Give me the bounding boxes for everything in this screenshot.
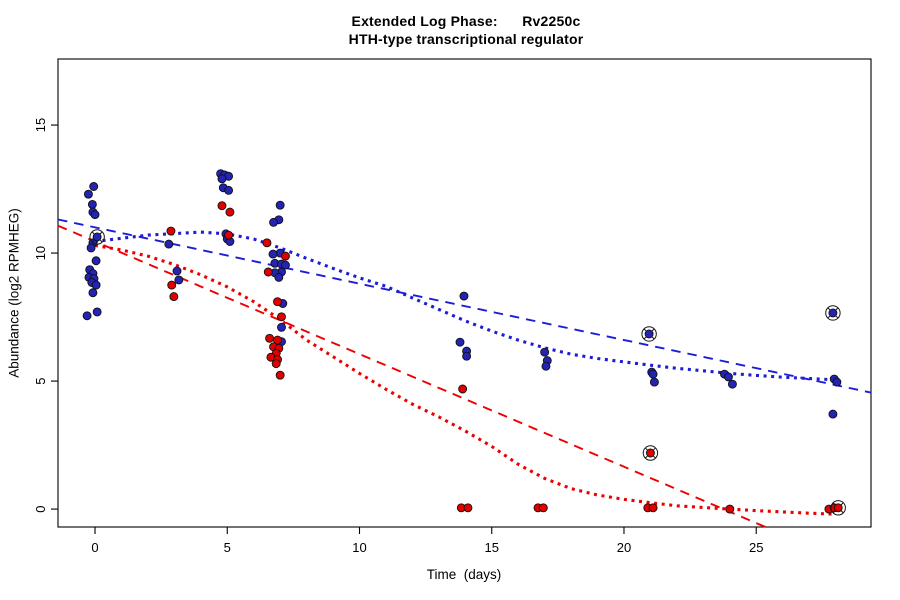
samples-blue-point <box>541 361 551 371</box>
flagged-red-marker-circle <box>642 445 659 461</box>
flagged-blue-marker-circle <box>89 229 105 245</box>
samples-blue-point <box>280 260 290 270</box>
samples-red-point <box>458 384 468 394</box>
samples-blue-point <box>90 210 100 220</box>
smooth-fit-red-line <box>94 243 836 516</box>
x-axis-tick-label: 0 <box>91 540 98 555</box>
x-axis-tick-label: 10 <box>352 540 366 555</box>
samples-blue-point <box>540 347 550 357</box>
samples-blue-point <box>277 322 286 332</box>
samples-blue-point <box>224 185 234 195</box>
x-axis-tick-label: 20 <box>617 540 631 555</box>
flagged-red-marker-circle <box>830 500 846 516</box>
x-axis-tick-label: 15 <box>485 540 499 555</box>
samples-blue-point <box>648 369 658 379</box>
samples-blue-point <box>832 377 842 387</box>
samples-red-point <box>265 333 275 343</box>
chart-title: Extended Log Phase: Rv2250c <box>351 13 581 29</box>
flagged-blue-marker-circle <box>825 305 841 321</box>
flagged-blue-point <box>92 232 102 242</box>
samples-blue-point <box>649 377 659 387</box>
chart-subtitle: HTH-type transcriptional regulator <box>348 31 584 47</box>
x-axis-label: Time (days) <box>426 567 502 582</box>
samples-blue-point <box>83 189 93 199</box>
samples-blue-point <box>727 379 737 389</box>
samples-blue-point <box>217 174 227 184</box>
samples-red-point <box>275 370 285 380</box>
samples-red-point <box>169 292 179 302</box>
samples-blue-point <box>88 288 98 298</box>
samples-red-point <box>262 238 272 248</box>
samples-red-point <box>217 201 227 211</box>
samples-blue-point <box>82 311 92 321</box>
linear-fit-blue-line <box>57 218 872 394</box>
samples-blue-point <box>164 239 174 249</box>
samples-blue-point <box>455 337 465 347</box>
samples-blue-point <box>275 200 285 210</box>
samples-red-point <box>166 226 176 236</box>
samples-red-point <box>225 207 235 217</box>
y-axis-tick-label: 10 <box>33 246 48 260</box>
samples-red-point <box>271 359 281 369</box>
x-axis-tick-label: 5 <box>224 540 231 555</box>
samples-blue-point <box>89 182 99 191</box>
samples-blue-point <box>91 280 101 290</box>
flagged-red-point <box>645 448 655 458</box>
y-axis-tick-label: 15 <box>33 118 48 132</box>
samples-blue-point <box>172 266 182 276</box>
samples-red-point <box>648 503 658 513</box>
samples-red-point <box>224 230 234 240</box>
samples-red-point <box>280 251 290 261</box>
flagged-blue-point <box>644 329 654 339</box>
samples-red-point <box>273 297 282 307</box>
samples-blue-point <box>459 291 469 301</box>
flagged-blue-point <box>828 308 838 318</box>
samples-red-point <box>725 504 735 514</box>
linear-fit-red-line <box>57 224 766 528</box>
samples-blue-point <box>87 199 97 209</box>
flagged-red-point <box>833 503 843 513</box>
samples-blue-point <box>86 243 96 253</box>
x-axis-tick-label: 25 <box>749 540 763 555</box>
samples-red-point <box>263 267 273 277</box>
samples-red-point <box>167 280 177 290</box>
samples-blue-point <box>723 372 733 382</box>
samples-blue-point <box>274 272 284 282</box>
samples-blue-point <box>269 217 278 227</box>
samples-blue-point <box>92 307 102 317</box>
samples-blue-point <box>462 351 472 361</box>
samples-blue-point <box>828 409 838 419</box>
samples-blue-point <box>91 256 101 266</box>
samples-blue-point <box>268 249 278 259</box>
samples-blue-point <box>174 275 184 285</box>
flagged-blue-marker-circle <box>641 326 657 342</box>
plot-frame <box>57 58 872 528</box>
y-axis-tick-label: 5 <box>33 377 48 384</box>
samples-red-point <box>538 503 548 513</box>
samples-red-point <box>277 312 286 322</box>
samples-red-point <box>463 503 473 513</box>
y-axis-tick-label: 0 <box>33 505 48 512</box>
